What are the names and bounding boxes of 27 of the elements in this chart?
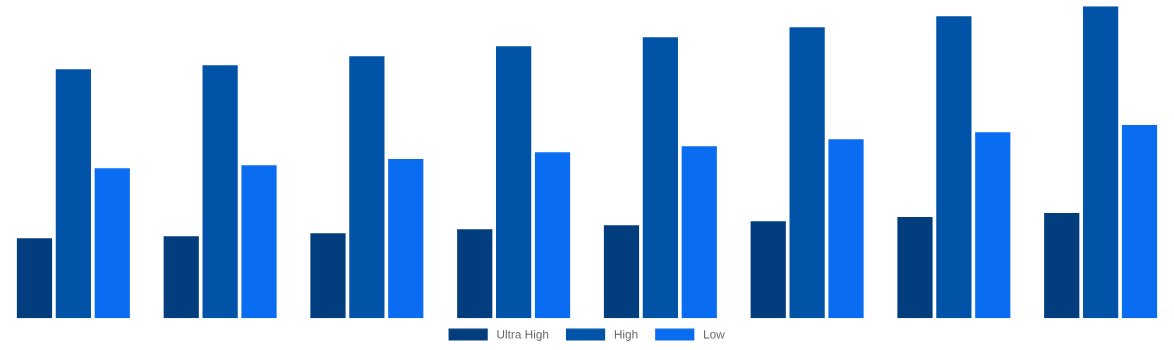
bar xyxy=(897,217,933,319)
bar xyxy=(388,159,424,319)
bar xyxy=(1044,213,1080,319)
bar xyxy=(457,229,493,319)
bar xyxy=(94,168,130,319)
bar xyxy=(202,65,238,319)
legend-label: Ultra High xyxy=(497,329,549,341)
bar xyxy=(750,221,786,319)
bar xyxy=(55,69,91,319)
bar xyxy=(789,27,825,319)
bar xyxy=(16,238,53,319)
bar xyxy=(310,233,346,319)
bar xyxy=(828,139,864,319)
bar xyxy=(1083,6,1119,319)
bar xyxy=(534,152,571,319)
bar xyxy=(681,146,717,319)
bar xyxy=(241,165,277,319)
bar xyxy=(496,46,532,319)
bar xyxy=(642,37,678,319)
bar xyxy=(163,236,199,319)
legend-label: High xyxy=(614,329,638,341)
bar xyxy=(1121,125,1158,319)
bar xyxy=(349,56,385,319)
bar xyxy=(603,225,640,319)
legend-label: Low xyxy=(704,330,725,339)
bar xyxy=(975,132,1011,319)
bar xyxy=(936,16,972,319)
